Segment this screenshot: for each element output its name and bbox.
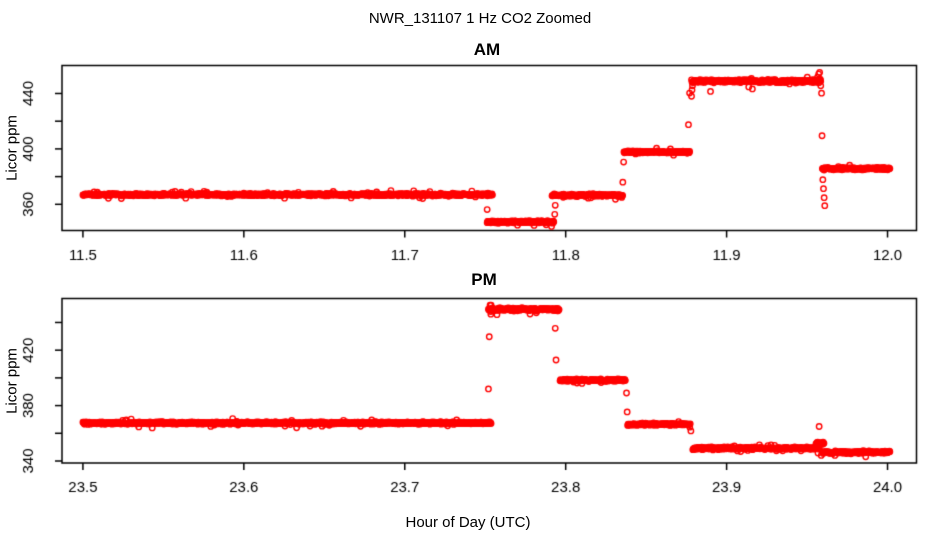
am-y-axis-label: Licor ppm xyxy=(3,115,21,181)
figure-title: NWR_131107 1 Hz CO2 Zoomed xyxy=(368,10,592,27)
am-panel-title: AM xyxy=(473,40,501,59)
pm-panel-title: PM xyxy=(471,270,497,289)
x-axis-label: Hour of Day (UTC) xyxy=(405,514,531,531)
pm-y-axis-label: Licor ppm xyxy=(3,348,21,414)
